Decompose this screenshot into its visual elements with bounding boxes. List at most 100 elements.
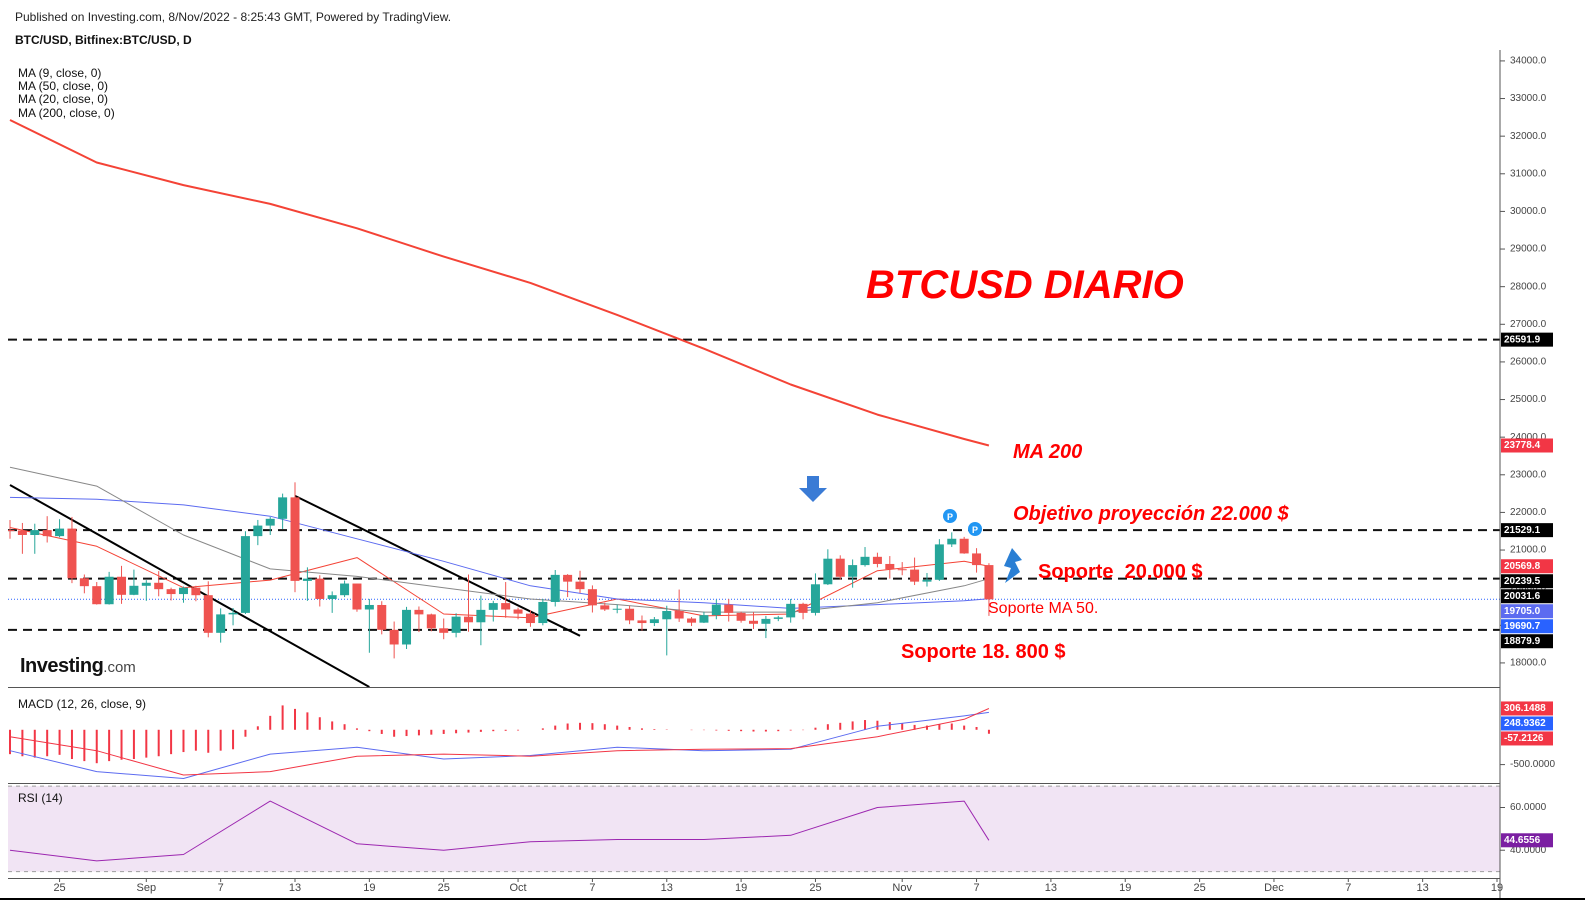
rsi-panel	[9, 800, 990, 862]
x-tick-label: 7	[589, 882, 595, 894]
candle-body	[848, 565, 858, 577]
price-tag-label: 306.1488	[1504, 703, 1546, 714]
price-tag	[1501, 731, 1553, 746]
macd-histogram-bar	[9, 729, 11, 755]
candle-body	[798, 603, 808, 613]
annotation: MA 200	[1013, 441, 1082, 463]
macd-histogram-bar	[591, 723, 594, 730]
price-tag	[1501, 438, 1553, 453]
x-tick-label: 7	[1345, 882, 1351, 894]
x-tick-label: Sep	[137, 882, 157, 894]
candle-body	[228, 612, 238, 615]
candle-body	[538, 601, 548, 624]
macd-histogram-bar	[108, 729, 111, 762]
candle-body	[67, 528, 77, 579]
legend-entry: MA (200, close, 0)	[18, 106, 115, 120]
axes: 18000.019000.020000.021000.022000.023000…	[53, 56, 1555, 894]
macd-histogram-bar	[653, 729, 656, 730]
candle-body	[972, 553, 982, 566]
macd-histogram-bar	[83, 729, 86, 762]
candle-body	[290, 497, 300, 581]
candle-body	[786, 603, 796, 618]
macd-histogram-bar	[727, 729, 730, 731]
price-tag-label: 23778.4	[1504, 440, 1541, 451]
price-tag-label: 248.9362	[1504, 718, 1546, 729]
macd-histogram-bar	[157, 729, 160, 757]
candle-body	[699, 615, 709, 623]
price-tag-label: 20031.6	[1504, 591, 1541, 602]
macd-histogram-bar	[331, 721, 334, 730]
macd-histogram-bar	[603, 724, 606, 730]
pivot-label: P	[947, 512, 953, 522]
legend-entry: MA (50, close, 0)	[18, 79, 108, 93]
macd-histogram-bar	[120, 729, 123, 760]
macd-histogram-bar	[417, 729, 420, 736]
macd-histogram-bar	[182, 729, 185, 753]
candle-body	[711, 604, 721, 616]
x-tick-label: Nov	[892, 882, 912, 894]
candle-body	[612, 608, 622, 610]
price-tag-label: 20569.8	[1504, 561, 1541, 572]
candle-body	[910, 569, 920, 582]
y-tick-label: 18000.0	[1510, 658, 1547, 669]
y-tick-label: 26000.0	[1510, 357, 1547, 368]
macd-histogram-bar	[95, 729, 98, 764]
macd-histogram-bar	[913, 724, 916, 730]
x-tick-label: 19	[363, 882, 375, 894]
rsi-title: RSI (14)	[18, 791, 63, 805]
macd-histogram-bar	[343, 724, 346, 730]
macd-histogram-bar	[950, 723, 953, 730]
rsi-line	[9, 800, 990, 862]
candle-body	[761, 618, 771, 624]
candle-body	[55, 528, 65, 537]
candle-body	[662, 610, 672, 620]
candle-body	[154, 582, 164, 590]
candle-body	[476, 609, 486, 623]
published-note: Published on Investing.com, 8/Nov/2022 -…	[15, 10, 451, 24]
y-tick-label: 60.0000	[1510, 802, 1547, 813]
macd-panel	[9, 705, 990, 779]
y-tick-label: 24000.0	[1510, 432, 1547, 443]
candle-body	[253, 525, 263, 537]
candle-body	[934, 544, 944, 580]
candle-body	[823, 558, 833, 585]
candle-body	[166, 589, 176, 595]
macd-histogram-bar	[566, 723, 569, 730]
candle-body	[860, 556, 870, 566]
price-tag-label: 19690.7	[1504, 621, 1541, 632]
macd-histogram-bar	[715, 729, 718, 731]
macd-histogram-bar	[492, 729, 495, 732]
macd-histogram-bar	[269, 715, 272, 730]
macd-histogram-bar	[455, 729, 458, 734]
candle-body	[216, 614, 226, 633]
candle-body	[92, 586, 102, 605]
macd-histogram-bar	[628, 726, 631, 730]
y-tick-label: 40.0000	[1510, 845, 1547, 856]
macd-histogram-bar	[839, 722, 842, 730]
y-tick-label: 33000.0	[1510, 93, 1547, 104]
macd-histogram-bar	[219, 729, 222, 751]
macd-histogram-bar	[393, 729, 396, 737]
y-tick-label: 30000.0	[1510, 206, 1547, 217]
price-tag	[1501, 604, 1553, 619]
legend: MA (9, close, 0) MA (50, close, 0) MA (2…	[18, 66, 115, 120]
annotation: Soporte MA 50.	[988, 600, 1098, 617]
candle-body	[463, 616, 473, 623]
candle-body	[377, 604, 387, 630]
macd-histogram-bar	[826, 724, 829, 730]
x-tick-label: 25	[53, 882, 65, 894]
candle-body	[625, 608, 635, 621]
macd-histogram-bar	[963, 725, 966, 730]
macd-histogram-bar	[814, 727, 817, 730]
annotation: Soporte 18. 800 $	[901, 641, 1066, 663]
macd-histogram-bar	[777, 729, 780, 732]
macd-histogram-bar	[467, 729, 470, 733]
macd-histogram-bar	[281, 705, 284, 730]
macd-histogram-bar	[442, 729, 445, 734]
x-tick-label: 7	[218, 882, 224, 894]
candle-body	[79, 578, 89, 587]
candle-body	[501, 603, 511, 610]
